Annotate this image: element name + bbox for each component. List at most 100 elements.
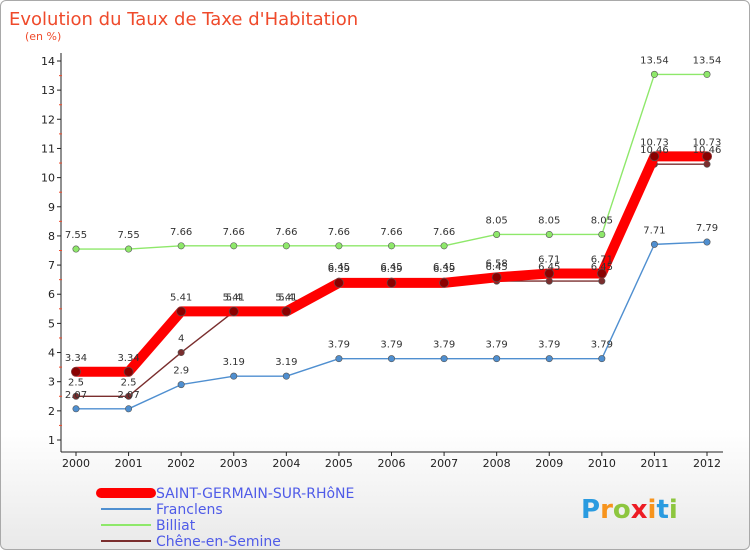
data-label: 3.34	[117, 353, 139, 364]
data-label: 7.71	[643, 225, 665, 236]
y-tick-label: 4	[48, 347, 55, 360]
x-tick-label: 2011	[640, 457, 668, 470]
logo-letter: i	[648, 495, 657, 525]
data-label: 6.45	[591, 262, 613, 273]
y-tick-label: 8	[48, 230, 55, 243]
data-label: 3.79	[380, 340, 402, 351]
data-label: 6.71	[538, 255, 560, 266]
logo-letter: x	[631, 495, 648, 525]
data-label: 8.05	[486, 215, 508, 226]
data-label: 7.66	[223, 227, 245, 238]
y-tick-label: 13	[41, 84, 55, 97]
data-point	[282, 242, 290, 250]
x-tick-label: 2006	[378, 457, 406, 470]
data-point	[703, 238, 711, 246]
data-point	[177, 242, 185, 250]
y-tick-label: 11	[41, 142, 55, 155]
data-point	[440, 355, 448, 363]
data-label: 7.66	[433, 227, 455, 238]
data-label: 13.54	[693, 55, 722, 66]
data-label: 7.55	[65, 230, 87, 241]
data-point	[545, 355, 553, 363]
x-tick-label: 2001	[115, 457, 143, 470]
data-point	[125, 405, 133, 413]
data-label: 7.66	[328, 227, 350, 238]
data-labels-layer: 7.55 7.55 7.66 7.66 7.66 7.66 7.66 7.66 8.05 8.05…	[65, 55, 721, 400]
y-tick-label: 5	[48, 317, 55, 330]
data-label: 10.73	[693, 137, 722, 148]
data-label: 6.45	[433, 262, 455, 273]
data-point	[281, 306, 292, 317]
proxiti-logo: Proxiti	[581, 495, 678, 525]
x-tick-label: 2004	[272, 457, 300, 470]
data-label: 8.05	[591, 215, 613, 226]
data-label: 10.73	[640, 137, 669, 148]
legend-label: Billiat	[156, 518, 196, 534]
data-label: 6.45	[380, 262, 402, 273]
y-tick-label: 3	[48, 376, 55, 389]
data-label: 3.34	[65, 353, 87, 364]
data-point	[335, 242, 343, 250]
x-tick-label: 2010	[588, 457, 616, 470]
data-point	[71, 366, 81, 377]
x-tick-label: 2009	[535, 457, 563, 470]
data-point	[230, 372, 238, 380]
data-label: 6.71	[591, 255, 613, 266]
data-label: 3.79	[591, 340, 613, 351]
y-unit-label: (en %)	[25, 30, 61, 43]
data-point	[387, 242, 395, 250]
data-point	[598, 230, 606, 238]
data-label: 2.07	[117, 390, 139, 401]
data-label: 6.58	[486, 258, 508, 269]
y-tick-label: 9	[48, 201, 55, 214]
data-label: 13.54	[640, 55, 669, 66]
data-label: 5.41	[170, 292, 192, 303]
x-tick-label: 2002	[167, 457, 195, 470]
data-label: 6.39	[328, 264, 350, 275]
logo-letter: t	[656, 495, 668, 525]
data-point	[544, 268, 555, 279]
series-layer	[71, 70, 712, 413]
data-label: 7.79	[696, 223, 718, 234]
data-label: 5.41	[223, 292, 245, 303]
legend-label: Chêne-en-Semine	[156, 534, 281, 550]
data-point	[650, 240, 658, 248]
data-label: 5.41	[275, 292, 297, 303]
data-point	[177, 349, 185, 357]
data-label: 4	[178, 334, 184, 345]
data-label: 7.66	[380, 227, 402, 238]
y-tick-label: 10	[41, 172, 55, 185]
data-point	[335, 355, 343, 363]
data-point	[334, 278, 344, 288]
legend-label: SAINT-GERMAIN-SUR-RHôNE	[156, 486, 354, 502]
y-tick-label: 7	[48, 259, 55, 272]
data-label: 5.4	[226, 293, 242, 304]
data-label: 3.19	[223, 357, 245, 368]
data-point	[650, 70, 658, 78]
data-label: 3.79	[328, 340, 350, 351]
data-point	[545, 230, 553, 238]
data-point	[702, 151, 712, 162]
data-label: 6.45	[328, 262, 350, 273]
data-point	[493, 355, 501, 363]
data-point	[282, 372, 290, 380]
data-label: 3.79	[486, 340, 508, 351]
data-point	[72, 405, 80, 413]
data-point	[230, 242, 238, 250]
data-label: 3.19	[275, 357, 297, 368]
data-point	[598, 355, 606, 363]
data-label: 2.9	[173, 366, 189, 377]
data-label: 6.45	[538, 262, 560, 273]
x-tick-label: 2000	[62, 457, 90, 470]
data-point	[176, 306, 186, 317]
data-label: 10.46	[640, 145, 669, 156]
y-tick-label: 1	[48, 434, 55, 447]
data-label: 2.5	[121, 377, 137, 388]
data-point	[125, 392, 133, 400]
y-tick-label: 12	[41, 113, 55, 126]
data-point	[440, 242, 448, 250]
data-label: 10.46	[693, 145, 722, 156]
